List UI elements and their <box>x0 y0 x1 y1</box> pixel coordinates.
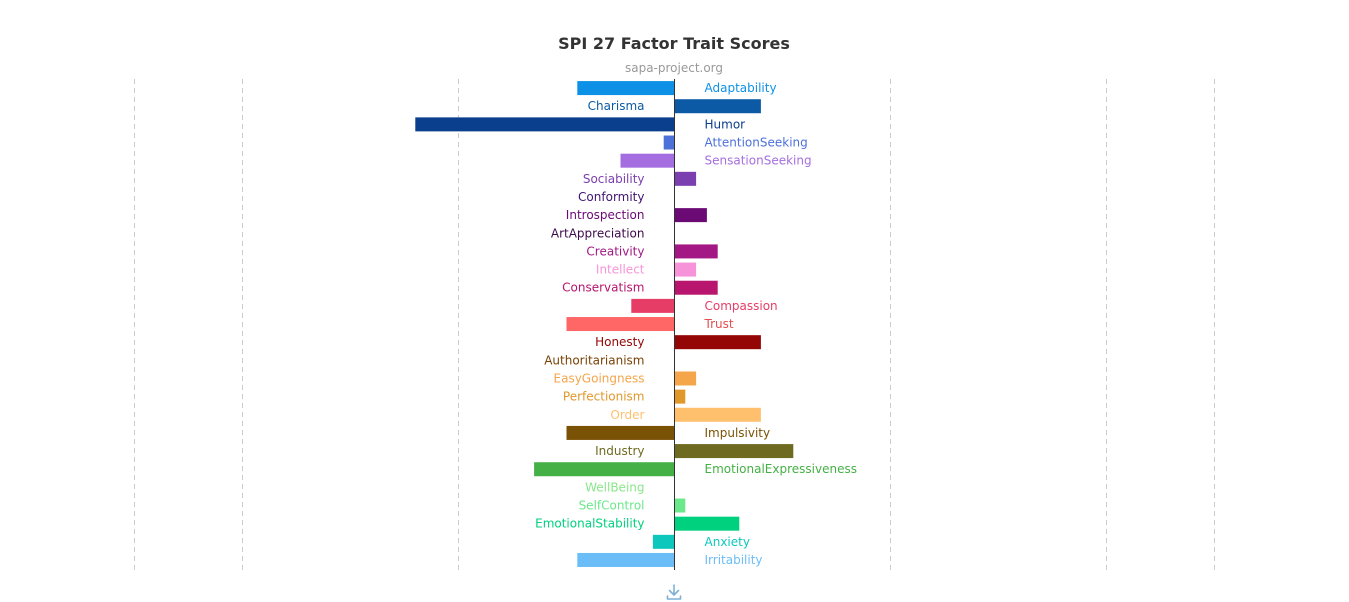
bar-emotionalexpressiveness[interactable] <box>534 462 674 476</box>
bar-humor[interactable] <box>415 117 674 131</box>
category-label-attentionseeking: AttentionSeeking <box>705 136 808 150</box>
category-label-industry: Industry <box>595 444 644 458</box>
category-label-perfectionism: Perfectionism <box>563 390 645 404</box>
bar-creativity[interactable] <box>675 244 718 258</box>
bar-compassion[interactable] <box>631 299 674 313</box>
category-label-sensationseeking: SensationSeeking <box>705 154 812 168</box>
category-label-introspection: Introspection <box>566 208 645 222</box>
bar-conservatism[interactable] <box>675 281 718 295</box>
category-label-anxiety: Anxiety <box>705 535 750 549</box>
bar-anxiety[interactable] <box>653 535 675 549</box>
category-label-adaptability: Adaptability <box>705 81 777 95</box>
category-label-intellect: Intellect <box>596 263 645 277</box>
category-label-easygoingness: EasyGoingness <box>554 371 645 385</box>
download-icon[interactable] <box>664 582 684 602</box>
bar-industry[interactable] <box>675 444 794 458</box>
category-label-humor: Humor <box>705 117 746 131</box>
bar-adaptability[interactable] <box>577 81 674 95</box>
category-label-charisma: Charisma <box>588 99 645 113</box>
category-label-honesty: Honesty <box>595 335 644 349</box>
category-label-irritability: Irritability <box>705 553 763 567</box>
category-label-authoritarianism: Authoritarianism <box>544 353 644 367</box>
bar-sensationseeking[interactable] <box>621 154 675 168</box>
category-label-impulsivity: Impulsivity <box>705 426 771 440</box>
chart-title: SPI 27 Factor Trait Scores <box>558 34 790 53</box>
category-label-selfcontrol: SelfControl <box>579 499 645 513</box>
bar-order[interactable] <box>675 408 761 422</box>
category-label-artappreciation: ArtAppreciation <box>551 226 645 240</box>
bar-trust[interactable] <box>567 317 675 331</box>
category-label-emotionalexpressiveness: EmotionalExpressiveness <box>705 462 857 476</box>
bar-impulsivity[interactable] <box>567 426 675 440</box>
category-label-creativity: Creativity <box>586 244 644 258</box>
bar-introspection[interactable] <box>675 208 707 222</box>
category-label-compassion: Compassion <box>705 299 778 313</box>
bar-easygoingness[interactable] <box>675 371 697 385</box>
category-label-wellbeing: WellBeing <box>585 480 644 494</box>
bar-selfcontrol[interactable] <box>675 499 686 513</box>
bar-emotionalstability[interactable] <box>675 517 740 531</box>
category-label-conservatism: Conservatism <box>562 281 644 295</box>
chart-subtitle: sapa-project.org <box>625 61 723 75</box>
category-label-emotionalstability: EmotionalStability <box>535 517 644 531</box>
bar-irritability[interactable] <box>577 553 674 567</box>
bar-intellect[interactable] <box>675 263 697 277</box>
bar-charisma[interactable] <box>675 99 761 113</box>
category-label-sociability: Sociability <box>583 172 645 186</box>
category-label-trust: Trust <box>704 317 734 331</box>
bar-sociability[interactable] <box>675 172 697 186</box>
bar-perfectionism[interactable] <box>675 390 686 404</box>
bars-group: Adaptability Charisma Humor AttentionSeekin… <box>415 81 857 567</box>
category-label-order: Order <box>610 408 644 422</box>
bar-attentionseeking[interactable] <box>664 136 675 150</box>
bar-honesty[interactable] <box>675 335 761 349</box>
category-label-conformity: Conformity <box>578 190 644 204</box>
